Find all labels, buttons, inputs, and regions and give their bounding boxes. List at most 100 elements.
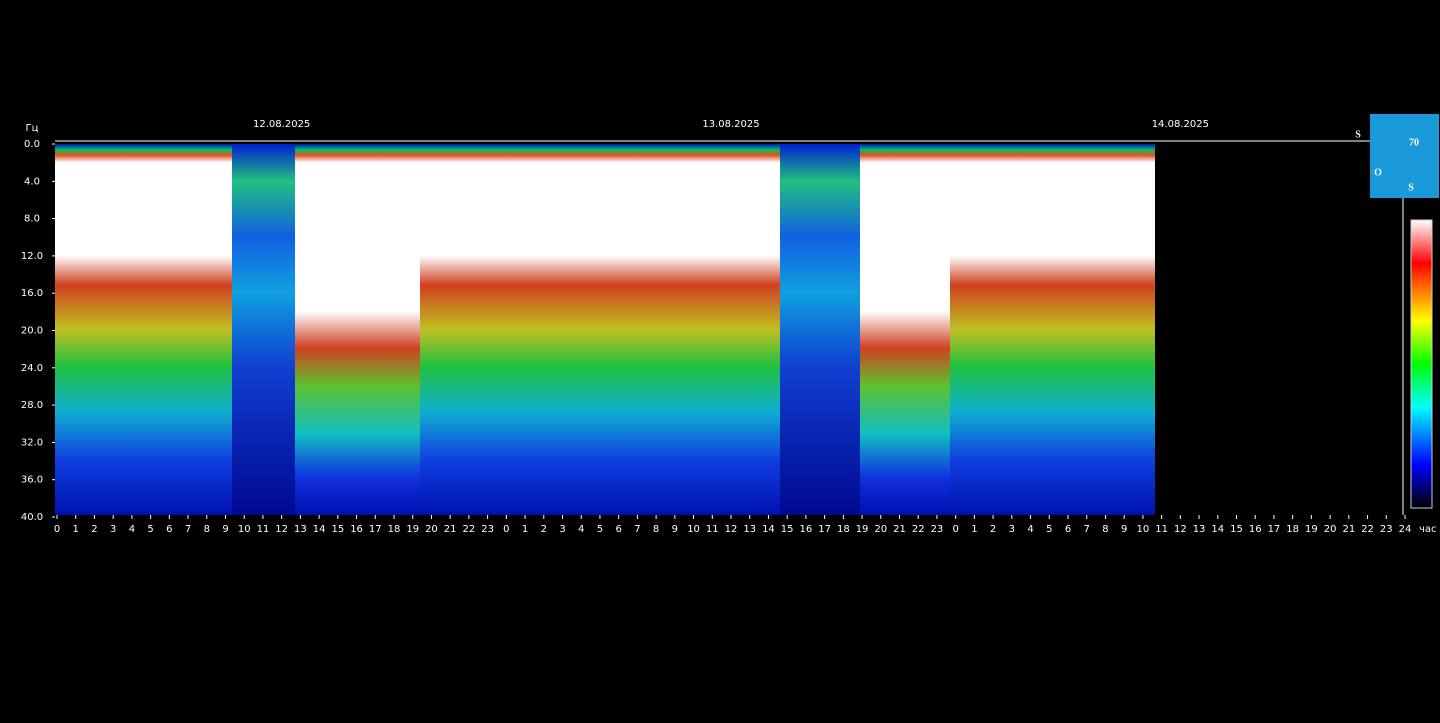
y-tick-label: 40.0 xyxy=(21,512,43,523)
x-tick-label: 7 xyxy=(1084,524,1090,535)
x-tick-label: 8 xyxy=(1102,524,1108,535)
x-tick-label: 5 xyxy=(147,524,153,535)
y-tick-label: 0.0 xyxy=(24,139,40,150)
x-tick-label: 0 xyxy=(952,524,958,535)
y-tick-label: 20.0 xyxy=(21,326,43,337)
x-tick-label: 0 xyxy=(54,524,60,535)
x-tick-label: 21 xyxy=(893,524,906,535)
x-tick-label: 22 xyxy=(912,524,925,535)
x-tick-label: 10 xyxy=(1137,524,1150,535)
x-tick-label: 22 xyxy=(463,524,476,535)
x-tick-label: 14 xyxy=(762,524,775,535)
x-tick-label: 23 xyxy=(931,524,944,535)
x-tick-label: 13 xyxy=(1193,524,1206,535)
logo: S 70 O S xyxy=(1355,114,1439,198)
x-tick-label: 21 xyxy=(444,524,457,535)
x-tick-label: 11 xyxy=(706,524,719,535)
x-tick-label: 15 xyxy=(781,524,794,535)
x-tick-label: 13 xyxy=(743,524,756,535)
y-axis-label: Гц xyxy=(26,123,39,134)
logo-text: 70 xyxy=(1409,137,1419,148)
x-tick-label: 19 xyxy=(1305,524,1318,535)
x-tick-label: 23 xyxy=(481,524,494,535)
y-tick-label: 8.0 xyxy=(24,214,40,225)
x-tick-label: 20 xyxy=(874,524,887,535)
y-tick-label: 28.0 xyxy=(21,400,43,411)
y-tick-label: 32.0 xyxy=(21,437,43,448)
spectrogram xyxy=(55,144,1155,515)
x-tick-label: 1 xyxy=(73,524,79,535)
x-tick-label: 16 xyxy=(800,524,813,535)
x-tick-label: 15 xyxy=(331,524,344,535)
logo-text: S xyxy=(1355,129,1361,140)
spectrum-band xyxy=(232,144,295,515)
x-tick-label: 19 xyxy=(856,524,869,535)
x-tick-label: 18 xyxy=(1286,524,1299,535)
x-tick-label: 20 xyxy=(1324,524,1337,535)
x-tick-label: 16 xyxy=(1249,524,1262,535)
x-tick-label: 11 xyxy=(1155,524,1168,535)
y-tick-label: 36.0 xyxy=(21,475,43,486)
spectrum-band xyxy=(420,144,780,515)
x-tick-label: 10 xyxy=(687,524,700,535)
x-tick-label: 21 xyxy=(1342,524,1355,535)
x-tick-label: 17 xyxy=(818,524,831,535)
y-tick-label: 4.0 xyxy=(24,176,40,187)
spectrum-band xyxy=(55,144,232,515)
x-tick-label: 23 xyxy=(1380,524,1393,535)
x-tick-label: 2 xyxy=(990,524,996,535)
x-tick-label: 9 xyxy=(1121,524,1127,535)
x-tick-label: 2 xyxy=(541,524,547,535)
x-tick-label: 6 xyxy=(166,524,172,535)
x-tick-label: 3 xyxy=(110,524,116,535)
x-tick-label: 9 xyxy=(672,524,678,535)
x-tick-label: 9 xyxy=(222,524,228,535)
x-tick-label: 10 xyxy=(238,524,251,535)
spectrum-band xyxy=(860,144,950,515)
x-tick-label: 11 xyxy=(257,524,270,535)
x-tick-label: 17 xyxy=(1268,524,1281,535)
x-tick-label: 1 xyxy=(522,524,528,535)
x-tick-label: 3 xyxy=(559,524,565,535)
y-tick-label: 12.0 xyxy=(21,251,43,262)
x-tick-label: 5 xyxy=(1046,524,1052,535)
x-tick-label: 19 xyxy=(406,524,419,535)
x-tick-label: 3 xyxy=(1009,524,1015,535)
y-tick-label: 24.0 xyxy=(21,363,43,374)
x-tick-label: 6 xyxy=(1065,524,1071,535)
color-bar xyxy=(1410,219,1433,509)
spectrum-band xyxy=(295,144,420,515)
x-tick-label: 7 xyxy=(634,524,640,535)
x-tick-label: 1 xyxy=(971,524,977,535)
date-label: 14.08.2025 xyxy=(1152,119,1209,130)
x-tick-label: 18 xyxy=(388,524,401,535)
date-label: 13.08.2025 xyxy=(702,119,759,130)
x-tick-label: 7 xyxy=(185,524,191,535)
x-tick-label: 12 xyxy=(725,524,738,535)
logo-box xyxy=(1370,114,1439,198)
x-tick-label: 5 xyxy=(597,524,603,535)
x-tick-label: 22 xyxy=(1361,524,1374,535)
spectrum-band xyxy=(780,144,860,515)
x-tick-label: 4 xyxy=(578,524,584,535)
logo-text: O xyxy=(1374,167,1382,178)
x-tick-label: 16 xyxy=(350,524,363,535)
x-tick-label: 24 xyxy=(1399,524,1412,535)
x-tick-label: 0 xyxy=(503,524,509,535)
x-tick-label: 4 xyxy=(1027,524,1033,535)
x-axis-label: час xyxy=(1419,524,1437,535)
spectrum-band xyxy=(950,144,1155,515)
x-tick-label: 20 xyxy=(425,524,438,535)
x-tick-label: 4 xyxy=(129,524,135,535)
x-tick-label: 8 xyxy=(653,524,659,535)
x-tick-label: 6 xyxy=(615,524,621,535)
x-tick-label: 13 xyxy=(294,524,307,535)
x-tick-label: 18 xyxy=(837,524,850,535)
logo-text: S xyxy=(1408,182,1414,193)
x-tick-label: 14 xyxy=(313,524,326,535)
y-tick-label: 16.0 xyxy=(21,288,43,299)
x-tick-label: 2 xyxy=(91,524,97,535)
date-label: 12.08.2025 xyxy=(253,119,310,130)
